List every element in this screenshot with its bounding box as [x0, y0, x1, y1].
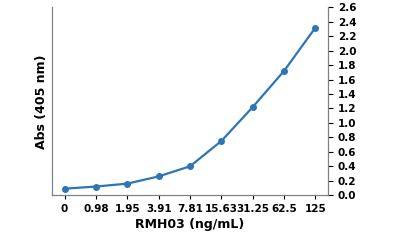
Y-axis label: Abs (405 nm): Abs (405 nm): [35, 54, 48, 149]
X-axis label: RMH03 (ng/mL): RMH03 (ng/mL): [135, 218, 245, 231]
